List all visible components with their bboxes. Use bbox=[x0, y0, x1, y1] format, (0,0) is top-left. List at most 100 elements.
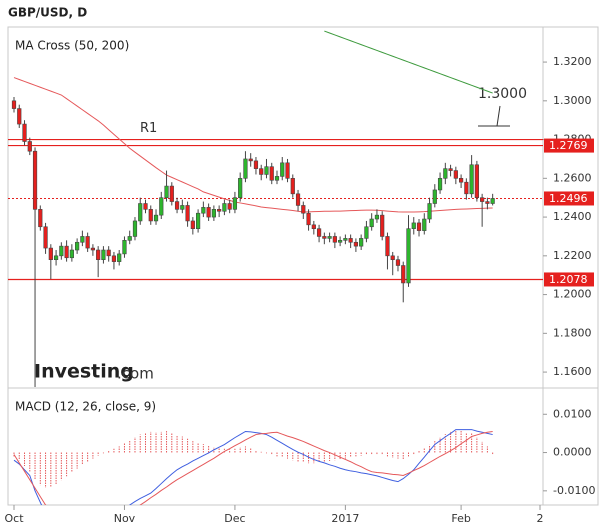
price-box-label: 1.2496 bbox=[549, 192, 588, 205]
price-box: 1.2496 bbox=[544, 191, 594, 206]
candle-body bbox=[458, 178, 464, 183]
candle-body bbox=[96, 249, 101, 261]
candle-body bbox=[127, 236, 132, 241]
y-tick-label: 1.3200 bbox=[553, 55, 592, 68]
price-box-bg bbox=[544, 272, 594, 287]
candle-body bbox=[59, 245, 64, 257]
logo-suffix: .com bbox=[117, 365, 154, 383]
candle-body bbox=[169, 185, 174, 202]
candle-body bbox=[322, 236, 327, 239]
candle-body bbox=[22, 123, 27, 142]
y-tick-label: 1.2400 bbox=[553, 210, 592, 223]
chart-title: GBP/USD, D bbox=[8, 6, 87, 20]
price-panel bbox=[8, 30, 543, 387]
candle-body bbox=[106, 249, 111, 257]
candle-body bbox=[290, 178, 295, 195]
level-label: R1 bbox=[140, 121, 157, 136]
x-tick-label: Feb bbox=[451, 512, 470, 525]
candle-body bbox=[359, 238, 364, 247]
candle-body bbox=[432, 189, 437, 204]
candle-body bbox=[469, 164, 474, 195]
candle-body bbox=[385, 236, 390, 257]
price-box-bg bbox=[544, 191, 594, 206]
x-tick-label: Dec bbox=[224, 512, 245, 525]
candle-body bbox=[117, 253, 122, 262]
candle-body bbox=[448, 168, 453, 171]
y-tick-label: 0.0100 bbox=[553, 407, 592, 420]
candle-body bbox=[437, 178, 443, 191]
candle-body bbox=[453, 170, 458, 179]
candle-body bbox=[253, 160, 259, 169]
candle-body bbox=[148, 209, 153, 222]
x-tick-label: Nov bbox=[114, 512, 136, 525]
candle-body bbox=[406, 228, 411, 284]
y-tick-label: 1.2600 bbox=[553, 171, 592, 184]
candle-body bbox=[132, 220, 138, 237]
candle-body bbox=[101, 249, 106, 261]
y-tick-label: 1.2000 bbox=[553, 288, 592, 301]
logo-name: Investing bbox=[34, 361, 134, 383]
candle-body bbox=[211, 209, 216, 218]
y-tick-label: 1.1600 bbox=[553, 365, 592, 378]
candle-body bbox=[17, 108, 22, 125]
candle-body bbox=[274, 176, 280, 181]
candle-body bbox=[480, 197, 485, 202]
candle-body bbox=[416, 222, 422, 231]
candle-body bbox=[80, 236, 85, 243]
candle-body bbox=[143, 203, 148, 210]
candle-body bbox=[227, 203, 232, 210]
candle-body bbox=[138, 203, 143, 222]
x-tick-label: Oct bbox=[4, 512, 24, 525]
candle-body bbox=[464, 181, 469, 195]
candle-body bbox=[185, 205, 190, 222]
candle-body bbox=[374, 214, 380, 220]
candle-body bbox=[27, 141, 32, 152]
price-box: 1.2769 bbox=[544, 138, 594, 153]
candle-body bbox=[316, 228, 322, 237]
candle-body bbox=[443, 168, 448, 179]
candle-body bbox=[153, 214, 159, 222]
macd-line bbox=[13, 431, 493, 505]
panel-label: MA Cross (50, 200) bbox=[15, 39, 129, 53]
candle-body bbox=[38, 209, 43, 228]
x-tick-label: 2017 bbox=[331, 512, 359, 525]
candle-body bbox=[111, 255, 117, 262]
price-box-bg bbox=[544, 138, 594, 153]
y-tick-label: -0.0100 bbox=[553, 484, 595, 497]
ma-line bbox=[324, 30, 493, 94]
frame bbox=[7, 26, 599, 506]
candle-body bbox=[232, 197, 238, 210]
candle-body bbox=[64, 245, 69, 259]
price-box: 1.2078 bbox=[544, 272, 594, 287]
candle-body bbox=[348, 238, 353, 243]
candle-body bbox=[327, 236, 332, 239]
price-box-label: 1.2078 bbox=[549, 273, 588, 286]
candle-body bbox=[43, 226, 48, 249]
y-tick-label: 1.2200 bbox=[553, 249, 592, 262]
candle-body bbox=[53, 255, 59, 261]
candle-body bbox=[190, 220, 195, 230]
candle-body bbox=[259, 168, 264, 175]
logo: Investing .com bbox=[34, 361, 154, 383]
candle-body bbox=[380, 214, 385, 237]
y-tick-label: 1.1800 bbox=[553, 326, 592, 339]
candle-body bbox=[206, 207, 211, 218]
candle-body bbox=[48, 247, 53, 261]
ma-line bbox=[13, 77, 493, 213]
panel-label: MACD (12, 26, close, 9) bbox=[15, 400, 156, 414]
candle-body bbox=[248, 158, 253, 162]
candle-body bbox=[485, 201, 490, 204]
candle-body bbox=[85, 236, 90, 249]
candle-body bbox=[474, 164, 479, 198]
candle-body bbox=[295, 193, 301, 206]
candle-body bbox=[364, 226, 369, 239]
candle-body bbox=[90, 247, 95, 251]
macd-line bbox=[13, 429, 493, 505]
candle-body bbox=[343, 238, 348, 241]
price-box-label: 1.2769 bbox=[549, 139, 588, 152]
candle-body bbox=[301, 205, 306, 214]
candle-body bbox=[311, 224, 316, 230]
candle-body bbox=[264, 166, 269, 175]
x-tick-label: 2 bbox=[537, 512, 544, 525]
y-tick-label: 1.3000 bbox=[553, 94, 592, 107]
